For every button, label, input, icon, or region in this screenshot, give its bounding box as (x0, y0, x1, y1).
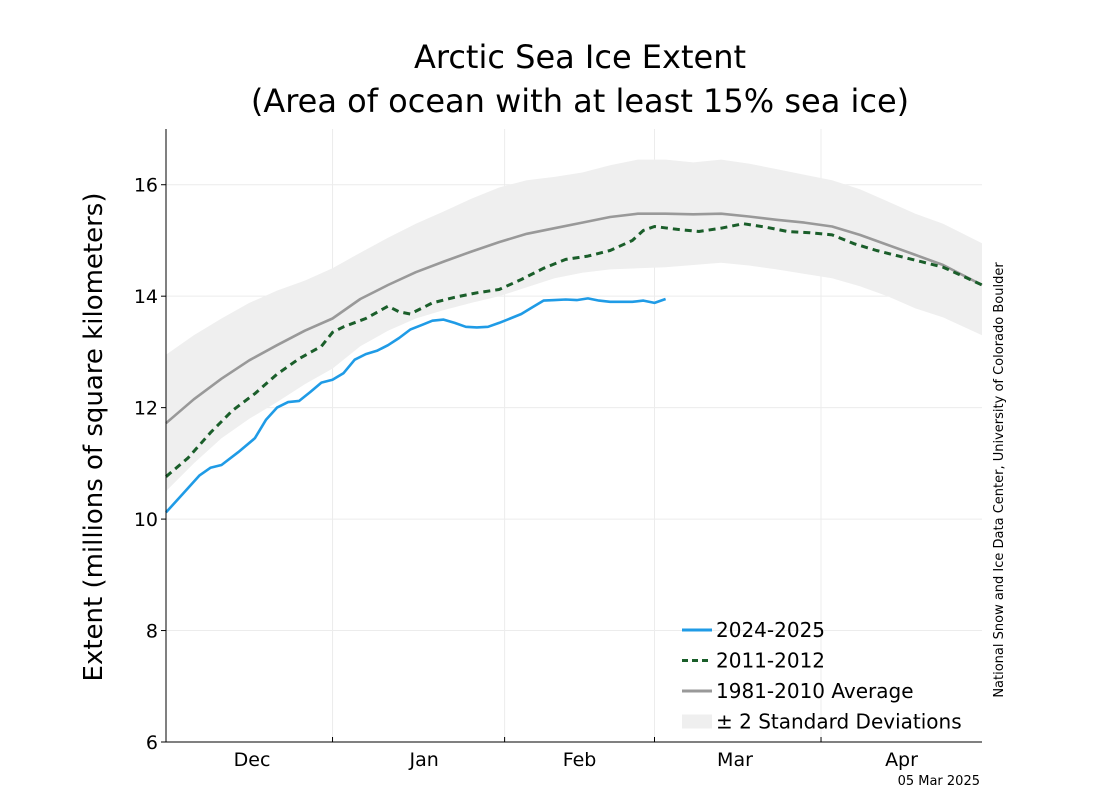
x-tick-label: Mar (717, 749, 753, 771)
x-tick-label: Feb (563, 749, 597, 771)
y-tick-label: 12 (134, 398, 158, 420)
std-dev-band (166, 159, 982, 492)
x-tick-label: Jan (408, 749, 438, 771)
x-tick-label: Apr (885, 749, 918, 771)
legend-item: ± 2 Standard Deviations (682, 710, 962, 734)
legend-label: 2024-2025 (716, 618, 825, 642)
legend-label: 1981-2010 Average (716, 679, 914, 703)
series-line-2024-2025 (165, 297, 667, 514)
y-tick-label: 14 (134, 286, 158, 308)
y-tick-label: 8 (146, 621, 158, 643)
y-axis-label: Extent (millions of square kilometers) (79, 193, 109, 682)
axes: 6 8 10 12 14 16 Dec Jan Feb Mar Apr (134, 129, 982, 771)
plot-area: 6 8 10 12 14 16 Dec Jan Feb Mar Apr (134, 129, 983, 771)
legend-item: 2024-2025 (682, 618, 825, 642)
chart-subtitle: (Area of ocean with at least 15% sea ice… (251, 82, 909, 120)
chart-title: Arctic Sea Ice Extent (414, 38, 746, 76)
series-line-1981-2010-average (165, 212, 983, 425)
series-layer (165, 212, 983, 514)
credit-text: National Snow and Ice Data Center, Unive… (992, 262, 1007, 698)
std-dev-band-layer (166, 159, 982, 492)
x-tick-label: Dec (234, 749, 271, 771)
y-tick-label: 16 (134, 175, 158, 197)
y-tick-label: 6 (146, 732, 158, 754)
legend-label: ± 2 Standard Deviations (716, 710, 962, 734)
date-stamp: 05 Mar 2025 (898, 774, 980, 789)
legend-swatch-band (682, 714, 712, 729)
legend: 2024-2025 2011-2012 1981-2010 Average ± 2 S… (682, 618, 962, 734)
legend-item: 2011-2012 (682, 649, 825, 673)
legend-label: 2011-2012 (716, 649, 825, 673)
legend-item: 1981-2010 Average (682, 679, 914, 703)
y-tick-label: 10 (134, 509, 158, 531)
series-line-2011-2012 (165, 222, 983, 478)
